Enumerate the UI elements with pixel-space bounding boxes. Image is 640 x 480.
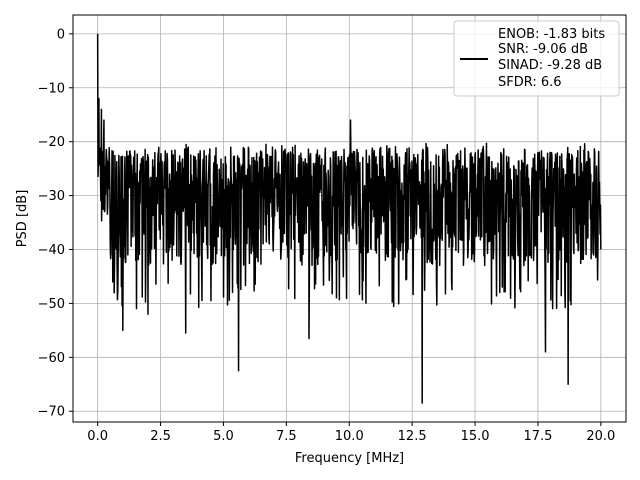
x-axis-label: Frequency [MHz] <box>295 451 404 466</box>
y-axis-ticks: 0 −10 −20 −30 −40 −50 −60 −70 <box>38 27 73 420</box>
x-tick-label: 20.0 <box>586 429 615 444</box>
psd-series-line <box>96 33 602 404</box>
x-axis-ticks: 0.0 2.5 5.0 7.5 10.0 12.5 15.0 17.5 20.0 <box>87 422 615 444</box>
y-axis-label: PSD [dB] <box>15 190 30 248</box>
legend-sfdr: SFDR: 6.6 <box>498 75 562 90</box>
y-tick-label: −20 <box>38 135 65 150</box>
x-tick-label: 17.5 <box>523 429 552 444</box>
x-tick-label: 5.0 <box>213 429 234 444</box>
legend: ENOB: -1.83 bits SNR: -9.06 dB SINAD: -9… <box>453 20 620 97</box>
legend-box <box>453 20 620 97</box>
y-tick-label: −40 <box>38 243 65 258</box>
x-tick-label: 7.5 <box>276 429 297 444</box>
x-tick-label: 12.5 <box>398 429 427 444</box>
x-tick-label: 2.5 <box>150 429 171 444</box>
x-tick-label: 0.0 <box>87 429 108 444</box>
y-tick-label: −10 <box>38 81 65 96</box>
legend-sinad: SINAD: -9.28 dB <box>498 58 602 73</box>
x-tick-label: 15.0 <box>461 429 490 444</box>
series-layer <box>96 33 602 404</box>
y-tick-label: −60 <box>38 351 65 366</box>
y-tick-label: −50 <box>38 297 65 312</box>
y-tick-label: 0 <box>57 27 65 42</box>
y-tick-label: −70 <box>38 405 65 420</box>
x-tick-label: 10.0 <box>335 429 364 444</box>
legend-enob: ENOB: -1.83 bits <box>498 27 605 42</box>
y-tick-label: −30 <box>38 189 65 204</box>
legend-snr: SNR: -9.06 dB <box>498 42 588 57</box>
